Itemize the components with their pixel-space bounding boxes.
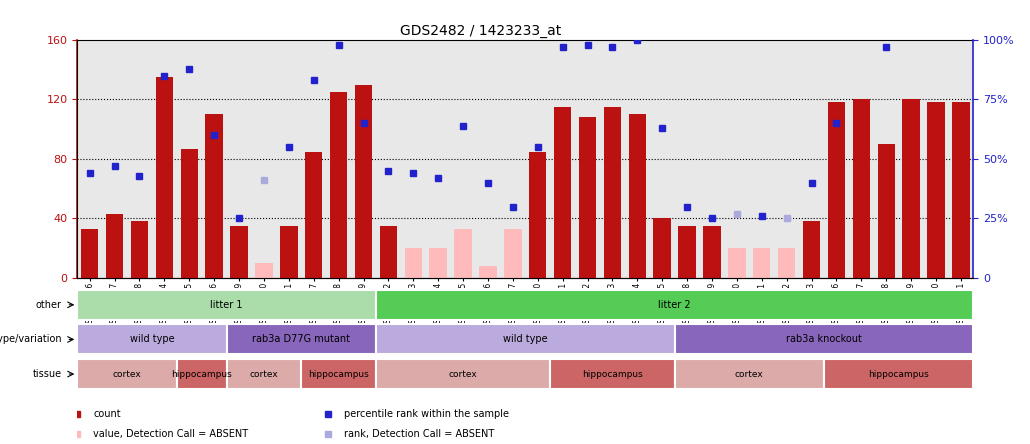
Bar	[376, 290, 973, 320]
Bar	[180, 149, 198, 278]
Bar	[927, 103, 945, 278]
Bar	[131, 222, 148, 278]
Bar	[675, 359, 824, 389]
Text: wild type: wild type	[503, 334, 548, 345]
Bar	[554, 107, 572, 278]
Bar	[227, 359, 301, 389]
Text: tissue: tissue	[33, 369, 62, 379]
Bar	[878, 144, 895, 278]
Text: hippocampus: hippocampus	[308, 369, 369, 379]
Bar	[675, 325, 973, 354]
Bar	[828, 103, 846, 278]
Text: hippocampus: hippocampus	[868, 369, 929, 379]
Text: rab3a D77G mutant: rab3a D77G mutant	[252, 334, 350, 345]
Bar	[802, 222, 820, 278]
Bar	[703, 226, 721, 278]
Bar	[653, 218, 671, 278]
Bar	[205, 114, 222, 278]
Text: cortex: cortex	[735, 369, 763, 379]
Bar	[330, 92, 347, 278]
Bar	[728, 248, 746, 278]
Text: cortex: cortex	[449, 369, 478, 379]
Bar	[824, 359, 973, 389]
Bar	[679, 226, 696, 278]
Bar	[380, 226, 398, 278]
Bar	[301, 359, 376, 389]
Bar	[156, 77, 173, 278]
Bar	[853, 99, 870, 278]
Bar	[376, 325, 675, 354]
Bar	[529, 151, 547, 278]
Text: cortex: cortex	[112, 369, 141, 379]
Bar	[902, 99, 920, 278]
Text: cortex: cortex	[249, 369, 278, 379]
Bar	[778, 248, 795, 278]
Bar	[405, 248, 422, 278]
Bar	[255, 263, 273, 278]
Bar	[430, 248, 447, 278]
Text: other: other	[36, 300, 62, 310]
Bar	[952, 103, 969, 278]
Bar	[454, 229, 472, 278]
Text: hippocampus: hippocampus	[171, 369, 232, 379]
Text: wild type: wild type	[130, 334, 174, 345]
Bar	[376, 359, 550, 389]
Bar	[77, 359, 177, 389]
Bar	[231, 226, 248, 278]
Text: value, Detection Call = ABSENT: value, Detection Call = ABSENT	[94, 428, 248, 439]
Bar	[504, 229, 521, 278]
Bar	[305, 151, 322, 278]
Bar	[77, 325, 227, 354]
Bar	[479, 266, 496, 278]
Text: rab3a knockout: rab3a knockout	[786, 334, 862, 345]
Bar	[604, 107, 621, 278]
Text: rank, Detection Call = ABSENT: rank, Detection Call = ABSENT	[344, 428, 494, 439]
Bar	[753, 248, 770, 278]
Text: hippocampus: hippocampus	[582, 369, 643, 379]
Bar	[106, 214, 124, 278]
Bar	[177, 359, 227, 389]
Bar	[77, 290, 376, 320]
Bar	[579, 117, 596, 278]
Text: percentile rank within the sample: percentile rank within the sample	[344, 408, 509, 419]
Bar	[227, 325, 376, 354]
Title: GDS2482 / 1423233_at: GDS2482 / 1423233_at	[400, 24, 561, 38]
Bar	[550, 359, 675, 389]
Text: count: count	[94, 408, 121, 419]
Bar	[81, 229, 99, 278]
Text: genotype/variation: genotype/variation	[0, 334, 62, 345]
Text: litter 2: litter 2	[658, 300, 691, 310]
Bar	[354, 84, 372, 278]
Bar	[628, 114, 646, 278]
Text: litter 1: litter 1	[210, 300, 243, 310]
Bar	[280, 226, 298, 278]
